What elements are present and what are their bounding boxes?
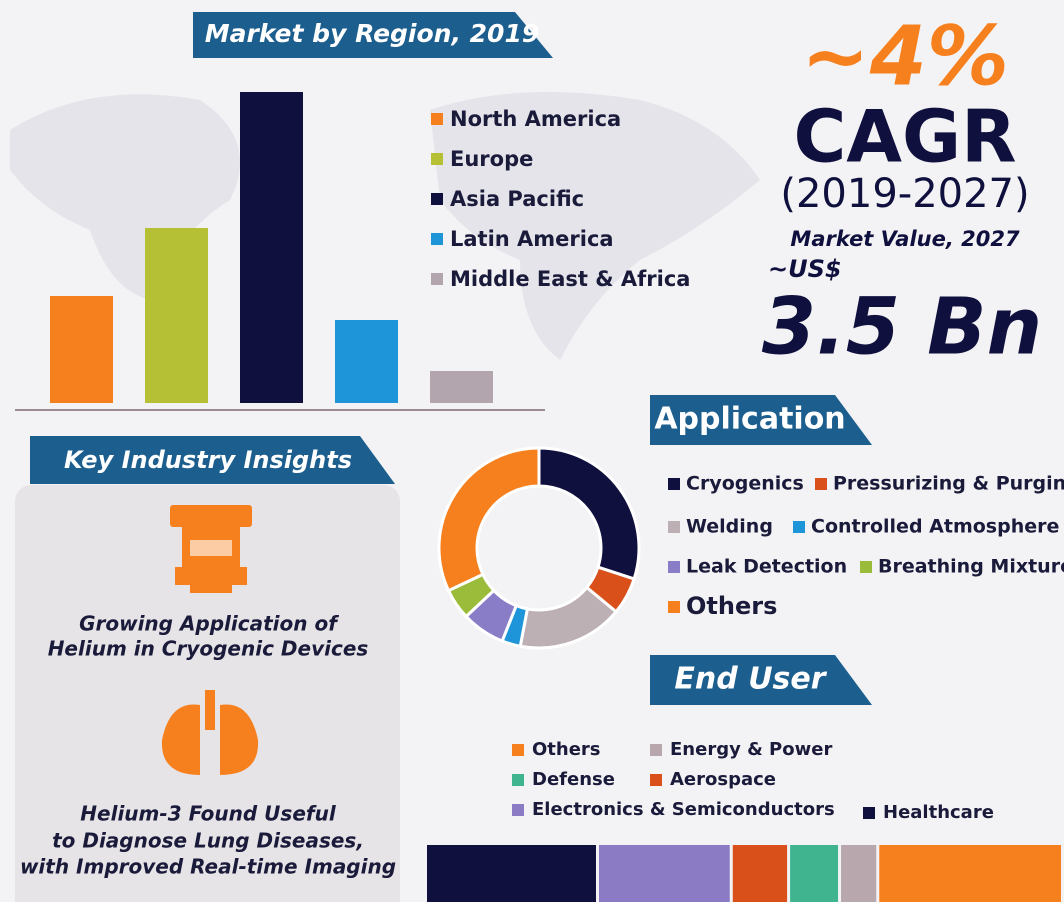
stack-segment <box>427 845 596 902</box>
lungs-icon <box>161 690 259 775</box>
insights-title: Key Industry Insights <box>64 446 352 474</box>
legend-swatch <box>431 233 443 245</box>
legend-label: Others <box>686 592 777 620</box>
legend-label: Others <box>532 739 601 760</box>
bar <box>50 296 113 403</box>
legend-label: Asia Pacific <box>450 187 584 211</box>
bar <box>145 228 208 403</box>
insight-text: Growing Application of <box>79 612 339 636</box>
market-value: 3.5 Bn <box>762 282 1042 372</box>
map-background <box>10 92 760 360</box>
legend-label: Pressurizing & Purging <box>833 473 1064 495</box>
legend-swatch <box>431 193 443 205</box>
legend-swatch <box>650 774 662 786</box>
cryogenic-icon <box>170 505 252 593</box>
cagr-value: ~4% <box>801 9 1009 104</box>
legend-label: Cryogenics <box>686 473 804 495</box>
legend-swatch <box>512 774 524 786</box>
legend-swatch <box>793 521 805 533</box>
bar <box>430 371 493 403</box>
banner <box>193 12 553 58</box>
legend-swatch <box>860 561 872 573</box>
legend-swatch <box>668 561 680 573</box>
legend-label: Energy & Power <box>670 739 832 760</box>
legend-swatch <box>863 807 875 819</box>
legend-label: North America <box>450 107 621 131</box>
legend-label: Latin America <box>450 227 614 251</box>
stacked-title: End User <box>674 662 827 697</box>
donut-slice <box>537 446 641 581</box>
legend-label: Europe <box>450 147 533 171</box>
stack-segment <box>841 845 877 902</box>
legend-swatch <box>650 744 662 756</box>
insight-text: to Diagnose Lung Diseases, <box>52 829 364 853</box>
insight-text: Helium-3 Found Useful <box>80 802 337 826</box>
period: (2019-2027) <box>780 171 1029 217</box>
donut-title: Application <box>654 402 845 437</box>
insight-text: Helium in Cryogenic Devices <box>48 637 369 661</box>
legend-label: Controlled Atmosphere <box>811 516 1059 538</box>
legend-swatch <box>668 601 680 613</box>
legend-label: Middle East & Africa <box>450 267 690 291</box>
legend-label: Aerospace <box>670 769 776 790</box>
legend-swatch <box>431 273 443 285</box>
legend-swatch <box>668 521 680 533</box>
legend-label: Welding <box>686 516 773 538</box>
stack-segment <box>790 845 839 902</box>
banner <box>650 395 872 445</box>
bar-title: Market by Region, 2019 <box>205 19 540 48</box>
legend-label: Healthcare <box>883 802 994 823</box>
legend-swatch <box>815 478 827 490</box>
currency: ~US$ <box>768 255 842 283</box>
legend-swatch <box>431 153 443 165</box>
insight-text: with Improved Real-time Imaging <box>20 855 396 879</box>
banner <box>650 655 872 705</box>
donut-slice <box>437 446 541 593</box>
legend-label: Breathing Mixtures <box>878 556 1064 578</box>
banner <box>30 436 395 484</box>
stack-segment <box>879 845 1061 902</box>
legend-swatch <box>431 113 443 125</box>
legend-label: Leak Detection <box>686 556 847 578</box>
cagr-label: CAGR <box>793 95 1016 179</box>
bar <box>240 92 303 403</box>
legend-swatch <box>668 478 680 490</box>
market-label: Market Value, 2027 <box>790 227 1020 251</box>
stack-segment <box>732 845 788 902</box>
legend-swatch <box>512 744 524 756</box>
stack-segment <box>598 845 730 902</box>
bar <box>335 320 398 403</box>
legend-label: Defense <box>532 769 615 790</box>
legend-label: Electronics & Semiconductors <box>532 799 835 820</box>
legend-swatch <box>512 804 524 816</box>
